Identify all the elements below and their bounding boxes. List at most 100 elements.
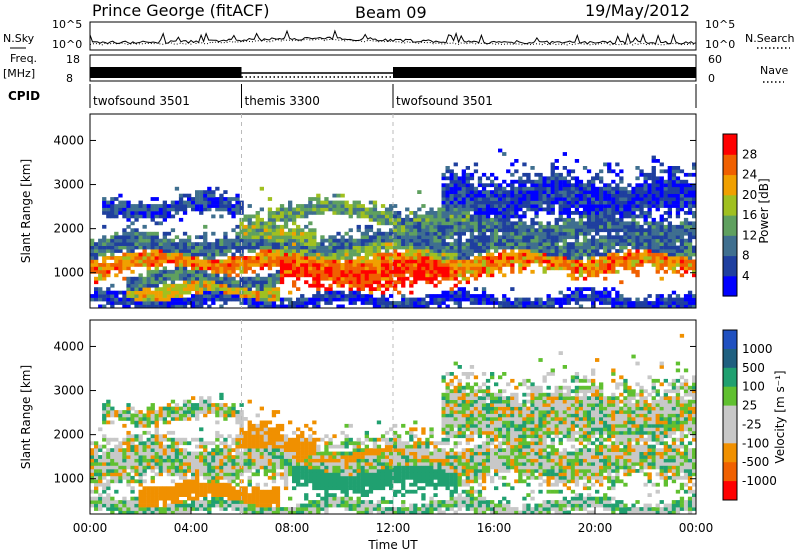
heatmap-cell — [393, 259, 398, 264]
heatmap-cell — [154, 238, 159, 243]
heatmap-cell — [429, 256, 434, 260]
heatmap-cell — [578, 245, 584, 250]
heatmap-cell — [671, 186, 677, 191]
heatmap-cell — [368, 283, 374, 288]
heatmap-cell — [393, 231, 398, 236]
heatmap-cell — [477, 193, 483, 198]
heatmap-cell — [481, 256, 487, 260]
heatmap-cell — [627, 263, 632, 267]
heatmap-cell — [174, 486, 180, 491]
heatmap-cell — [611, 263, 616, 267]
heatmap-cell — [518, 221, 523, 226]
heatmap-cell — [255, 493, 260, 497]
heatmap-cell — [150, 269, 155, 274]
heatmap-cell — [154, 280, 159, 285]
heatmap-cell — [283, 224, 289, 229]
heatmap-cell — [203, 276, 208, 281]
heatmap-cell — [461, 269, 466, 274]
heatmap-cell — [126, 287, 131, 291]
heatmap-cell — [506, 242, 511, 246]
heatmap-cell — [235, 224, 240, 229]
heatmap-cell — [158, 297, 163, 302]
heatmap-cell — [490, 190, 495, 194]
heatmap-cell — [308, 249, 313, 253]
freq-traces — [90, 67, 696, 78]
heatmap-cell — [457, 266, 462, 271]
heatmap-cell — [150, 420, 155, 425]
heatmap-cell — [247, 245, 252, 250]
heatmap-cell — [591, 238, 596, 243]
date-label: 19/May/2012 — [585, 1, 690, 20]
heatmap-cell — [146, 413, 151, 418]
heatmap-cell — [166, 465, 172, 470]
heatmap-cell — [199, 465, 204, 470]
heatmap-cell — [211, 451, 216, 456]
heatmap-cell — [683, 249, 689, 253]
heatmap-cell — [372, 266, 378, 271]
heatmap-cell — [267, 287, 273, 291]
heatmap-cell — [376, 259, 382, 264]
heatmap-cell — [138, 465, 143, 470]
heatmap-cell — [675, 235, 681, 240]
heatmap-cell — [170, 417, 176, 421]
heatmap-cell — [595, 193, 600, 198]
heatmap-cell — [364, 224, 369, 229]
heatmap-cell — [227, 479, 232, 484]
heatmap-cell — [655, 221, 660, 226]
heatmap-cell — [623, 238, 628, 243]
heatmap-cell — [356, 266, 361, 271]
heatmap-cell — [199, 276, 204, 281]
heatmap-cell — [356, 252, 361, 257]
heatmap-cell — [207, 263, 212, 267]
heatmap-cell — [110, 204, 115, 208]
heatmap-cell — [603, 204, 608, 208]
heatmap-cell — [332, 252, 337, 257]
heatmap-cell — [247, 434, 252, 439]
heatmap-cell — [465, 269, 470, 274]
heatmap-cell — [332, 204, 337, 208]
heatmap-cell — [118, 269, 123, 274]
heatmap-cell — [380, 290, 386, 295]
heatmap-cell — [687, 238, 693, 243]
heatmap-cell — [671, 297, 677, 302]
heatmap-cell — [481, 242, 487, 246]
heatmap-cell — [138, 263, 143, 267]
heatmap-cell — [659, 169, 664, 174]
heatmap-cell — [158, 263, 163, 267]
heatmap-cell — [554, 266, 559, 271]
heatmap-cell — [134, 276, 139, 281]
heatmap-cell — [126, 224, 131, 229]
heatmap-cell — [154, 500, 159, 504]
heatmap-cell — [639, 172, 644, 177]
heatmap-cell — [591, 266, 596, 271]
heatmap-cell — [469, 266, 475, 271]
heatmap-cell — [259, 280, 264, 285]
heatmap-cell — [235, 297, 240, 302]
heatmap-cell — [235, 231, 240, 236]
heatmap-cell — [90, 465, 95, 470]
heatmap-cell — [538, 183, 543, 188]
heatmap-cell — [477, 204, 483, 208]
heatmap-cell — [639, 214, 644, 219]
heatmap-cell — [191, 287, 196, 291]
heatmap-cell — [595, 217, 600, 222]
heatmap-cell — [522, 242, 527, 246]
heatmap-cell — [453, 162, 458, 167]
heatmap-cell — [178, 200, 184, 205]
heatmap-cell — [106, 242, 111, 246]
heatmap-cell — [255, 489, 260, 494]
heatmap-cell — [122, 259, 127, 264]
heatmap-cell — [663, 169, 668, 174]
heatmap-cell — [263, 304, 268, 309]
heatmap-cell — [449, 214, 454, 219]
heatmap-cell — [134, 290, 139, 295]
heatmap-cell — [138, 297, 143, 302]
heatmap-cell — [368, 228, 374, 233]
heatmap-cell — [227, 207, 232, 212]
heatmap-cell — [324, 269, 329, 274]
heatmap-cell — [562, 200, 567, 205]
heatmap-cell — [453, 252, 458, 257]
heatmap-cell — [312, 256, 317, 260]
heatmap-cell — [558, 290, 563, 295]
heatmap-cell — [425, 263, 430, 267]
